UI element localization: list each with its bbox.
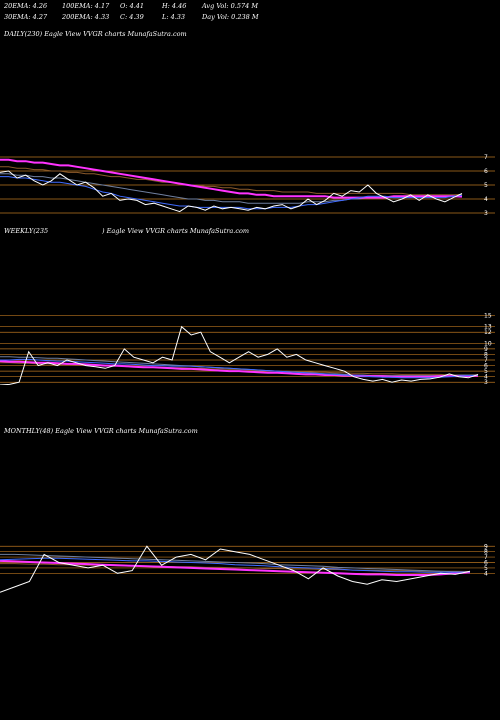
daily-y-tick-label: 7 [484,154,488,161]
ema100-stat: 100EMA: 4.17 [62,2,110,10]
day-vol-stat: Day Vol: 0.238 M [202,13,259,21]
monthly-ema-magenta-line [0,559,471,576]
weekly-y-tick-label: 7 [484,357,488,364]
weekly-y-tick-label: 3 [484,379,488,385]
daily-chart: 7 6 5 4 3 [0,154,495,217]
daily-y-tick-label: 4 [484,196,488,203]
daily-y-tick-label: 6 [484,168,488,175]
monthly-price-line [0,545,471,593]
monthly-y-tick-label: 4 [484,570,488,577]
weekly-price-line [0,325,479,385]
low-stat: L: 4.33 [162,13,186,21]
monthly-panel-title: MONTHLY(48) Eagle View VVGR charts Munaf… [4,427,198,435]
weekly-y-tick-label: 15 [484,313,492,320]
daily-y-tick-label: 5 [484,182,488,189]
daily-price-line [0,170,463,213]
monthly-y-tick-label: 6 [484,560,488,567]
monthly-y-tick-label: 8 [484,549,488,556]
open-stat: O: 4.41 [120,2,145,10]
weekly-ema-mid-line [0,356,479,377]
daily-ema-magenta-line [0,158,463,199]
ema20-stat: 20EMA: 4.26 [4,2,48,10]
ema200-stat: 200EMA: 4.33 [62,13,110,21]
weekly-panel-title: WEEKLY(235 [4,227,49,235]
ema30-stat: 30EMA: 4.27 [4,13,48,21]
weekly-y-tick-label: 8 [484,351,488,358]
monthly-y-tick-label: 5 [484,565,488,572]
avg-vol-stat: Avg Vol: 0.574 M [202,2,259,10]
weekly-ema-fast-line [0,358,479,379]
weekly-y-tick-label: 5 [484,368,488,375]
weekly-y-tick-label: 6 [484,363,488,370]
weekly-y-tick-label: 9 [484,346,488,353]
monthly-y-tick-label: 7 [484,554,488,561]
weekly-panel-title-rest: ) Eagle View VVGR charts MunafaSutra.com [102,227,250,235]
monthly-ema-slow-line [0,563,471,572]
daily-ema-slow-line [0,166,463,196]
weekly-y-tick-label: 10 [484,340,492,347]
close-stat: C: 4.39 [120,13,144,21]
daily-y-tick-label: 3 [484,210,488,217]
daily-panel-title: DAILY(230) Eagle View VVGR charts Munafa… [4,30,187,38]
monthly-ema-mid-line [0,553,471,573]
weekly-y-tick-label: 12 [484,329,492,336]
weekly-y-tick-label: 13 [484,324,492,331]
monthly-y-tick-label: 9 [484,543,488,550]
weekly-y-tick-label: 4 [484,374,488,381]
high-stat: H: 4.46 [162,2,187,10]
monthly-ema-fast-line [0,557,471,573]
